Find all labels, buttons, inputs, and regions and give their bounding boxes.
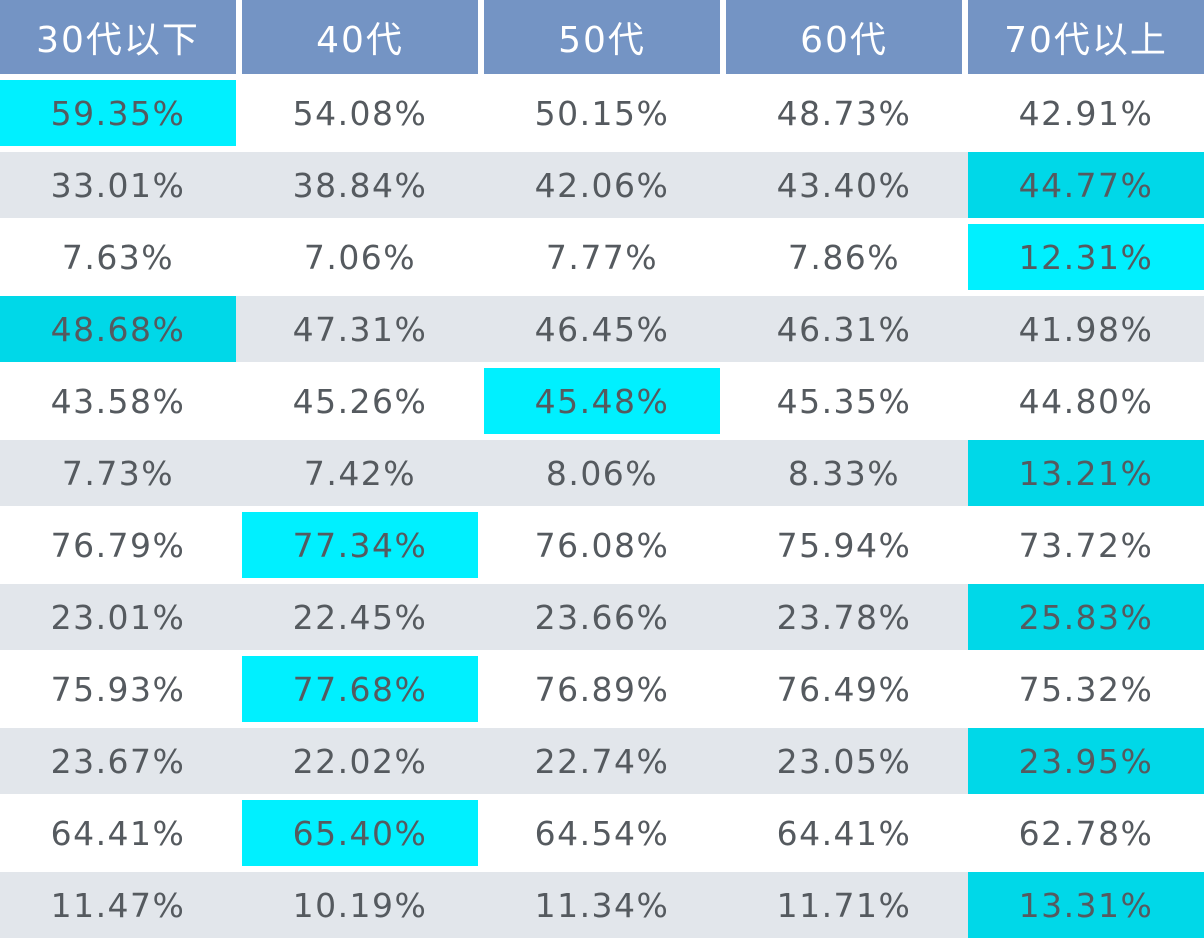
table-cell: 33.01% xyxy=(50,165,186,205)
table-cell: 7.86% xyxy=(787,237,901,277)
column-header-5: 70代以上 xyxy=(968,0,1204,74)
highlighted-cell: 48.68% xyxy=(0,296,236,362)
highlighted-cell: 44.77% xyxy=(968,152,1204,218)
table-cell: 38.84% xyxy=(292,165,428,205)
table-cell: 22.45% xyxy=(292,597,428,637)
highlighted-cell: 45.48% xyxy=(484,368,720,434)
table-cell: 23.05% xyxy=(776,741,912,781)
table-cell: 7.77% xyxy=(545,237,659,277)
highlighted-cell: 13.21% xyxy=(968,440,1204,506)
highlighted-cell: 59.35% xyxy=(0,80,236,146)
table-cell: 45.35% xyxy=(776,381,912,421)
table-cell: 42.91% xyxy=(1018,93,1154,133)
table-row xyxy=(0,656,1204,722)
table-cell: 7.73% xyxy=(61,453,175,493)
highlighted-cell: 23.95% xyxy=(968,728,1204,794)
table-cell: 11.71% xyxy=(776,885,912,925)
table-cell: 76.49% xyxy=(776,669,912,709)
table-row xyxy=(0,512,1204,578)
table-cell: 11.34% xyxy=(534,885,670,925)
table-cell: 41.98% xyxy=(1018,309,1154,349)
highlighted-cell: 65.40% xyxy=(242,800,478,866)
table-cell: 64.41% xyxy=(50,813,186,853)
highlighted-cell: 13.31% xyxy=(968,872,1204,938)
table-cell: 8.33% xyxy=(787,453,901,493)
table-cell: 76.79% xyxy=(50,525,186,565)
table-cell: 23.78% xyxy=(776,597,912,637)
table-cell: 43.58% xyxy=(50,381,186,421)
table-cell: 54.08% xyxy=(292,93,428,133)
table-cell: 75.94% xyxy=(776,525,912,565)
column-header-2: 40代 xyxy=(242,0,478,74)
table-cell: 44.80% xyxy=(1018,381,1154,421)
table-cell: 73.72% xyxy=(1018,525,1154,565)
highlighted-cell: 12.31% xyxy=(968,224,1204,290)
table-cell: 8.06% xyxy=(545,453,659,493)
table-row xyxy=(0,800,1204,866)
column-header-3: 50代 xyxy=(484,0,720,74)
table-cell: 22.02% xyxy=(292,741,428,781)
highlighted-cell: 77.34% xyxy=(242,512,478,578)
table-cell: 46.45% xyxy=(534,309,670,349)
table-cell: 23.66% xyxy=(534,597,670,637)
table-cell: 43.40% xyxy=(776,165,912,205)
table-cell: 7.42% xyxy=(303,453,417,493)
table-cell: 64.54% xyxy=(534,813,670,853)
column-header-4: 60代 xyxy=(726,0,962,74)
table-cell: 76.08% xyxy=(534,525,670,565)
table-cell: 76.89% xyxy=(534,669,670,709)
table-cell: 42.06% xyxy=(534,165,670,205)
table-cell: 50.15% xyxy=(534,93,670,133)
table-cell: 22.74% xyxy=(534,741,670,781)
table-cell: 7.63% xyxy=(61,237,175,277)
highlighted-cell: 25.83% xyxy=(968,584,1204,650)
table-cell: 45.26% xyxy=(292,381,428,421)
table-cell: 64.41% xyxy=(776,813,912,853)
column-header-1: 30代以下 xyxy=(0,0,236,74)
table-cell: 46.31% xyxy=(776,309,912,349)
table-cell: 75.32% xyxy=(1018,669,1154,709)
highlighted-cell: 77.68% xyxy=(242,656,478,722)
table-cell: 47.31% xyxy=(292,309,428,349)
table-cell: 23.67% xyxy=(50,741,186,781)
table-cell: 23.01% xyxy=(50,597,186,637)
table-cell: 75.93% xyxy=(50,669,186,709)
table-cell: 62.78% xyxy=(1018,813,1154,853)
table-cell: 10.19% xyxy=(292,885,428,925)
table-cell: 7.06% xyxy=(303,237,417,277)
table-cell: 48.73% xyxy=(776,93,912,133)
table-cell: 11.47% xyxy=(50,885,186,925)
